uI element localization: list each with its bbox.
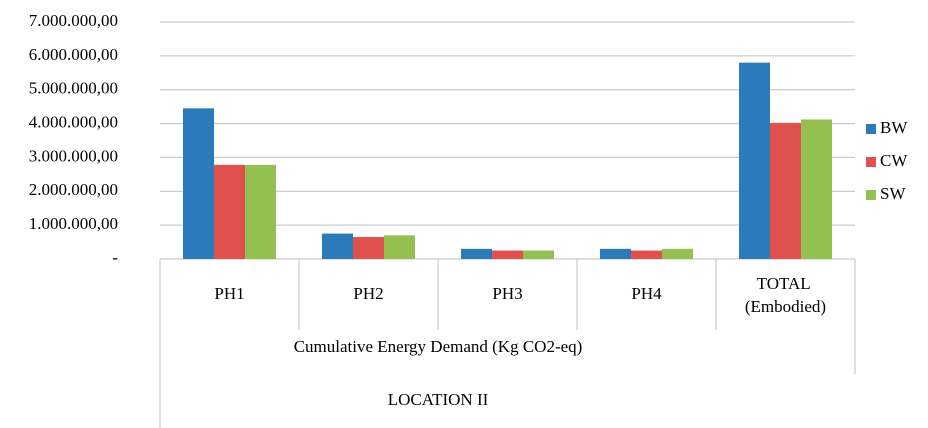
bar <box>492 250 523 259</box>
bar <box>183 108 214 259</box>
x-tick-label: PH2 <box>353 284 383 303</box>
bar <box>739 62 770 259</box>
bar <box>322 233 353 259</box>
bar <box>801 119 832 259</box>
bar <box>770 122 801 259</box>
legend-label: CW <box>880 151 908 170</box>
legend-swatch <box>866 157 876 167</box>
bar <box>214 164 245 259</box>
x-tick-label: PH4 <box>631 284 662 303</box>
x-tick-label: TOTAL (Embodied) <box>745 274 826 316</box>
bar <box>353 236 384 259</box>
legend-swatch <box>866 190 876 200</box>
legend-swatch <box>866 124 876 134</box>
bar <box>523 250 554 259</box>
x-tick-label: PH3 <box>492 284 522 303</box>
x-tick-label: PH1 <box>214 284 244 303</box>
bar <box>662 248 693 259</box>
y-tick-label: 1.000.000,00 <box>29 214 118 233</box>
x-axis-outer-label: LOCATION II <box>388 390 489 409</box>
y-tick-label: 3.000.000,00 <box>29 146 118 165</box>
y-tick-label: 2.000.000,00 <box>29 180 118 199</box>
bar <box>461 248 492 259</box>
y-tick-label: 7.000.000,00 <box>29 11 118 30</box>
bar <box>600 248 631 259</box>
y-tick-label: 6.000.000,00 <box>29 45 118 64</box>
x-axis-label: Cumulative Energy Demand (Kg CO2-eq) <box>294 337 583 356</box>
bar <box>384 235 415 259</box>
y-tick-label: - <box>112 248 118 267</box>
legend-label: SW <box>880 184 906 203</box>
y-tick-label: 5.000.000,00 <box>29 79 118 98</box>
bar <box>631 250 662 259</box>
y-tick-label: 4.000.000,00 <box>29 112 118 131</box>
legend-label: BW <box>880 118 908 137</box>
bar <box>245 164 276 259</box>
